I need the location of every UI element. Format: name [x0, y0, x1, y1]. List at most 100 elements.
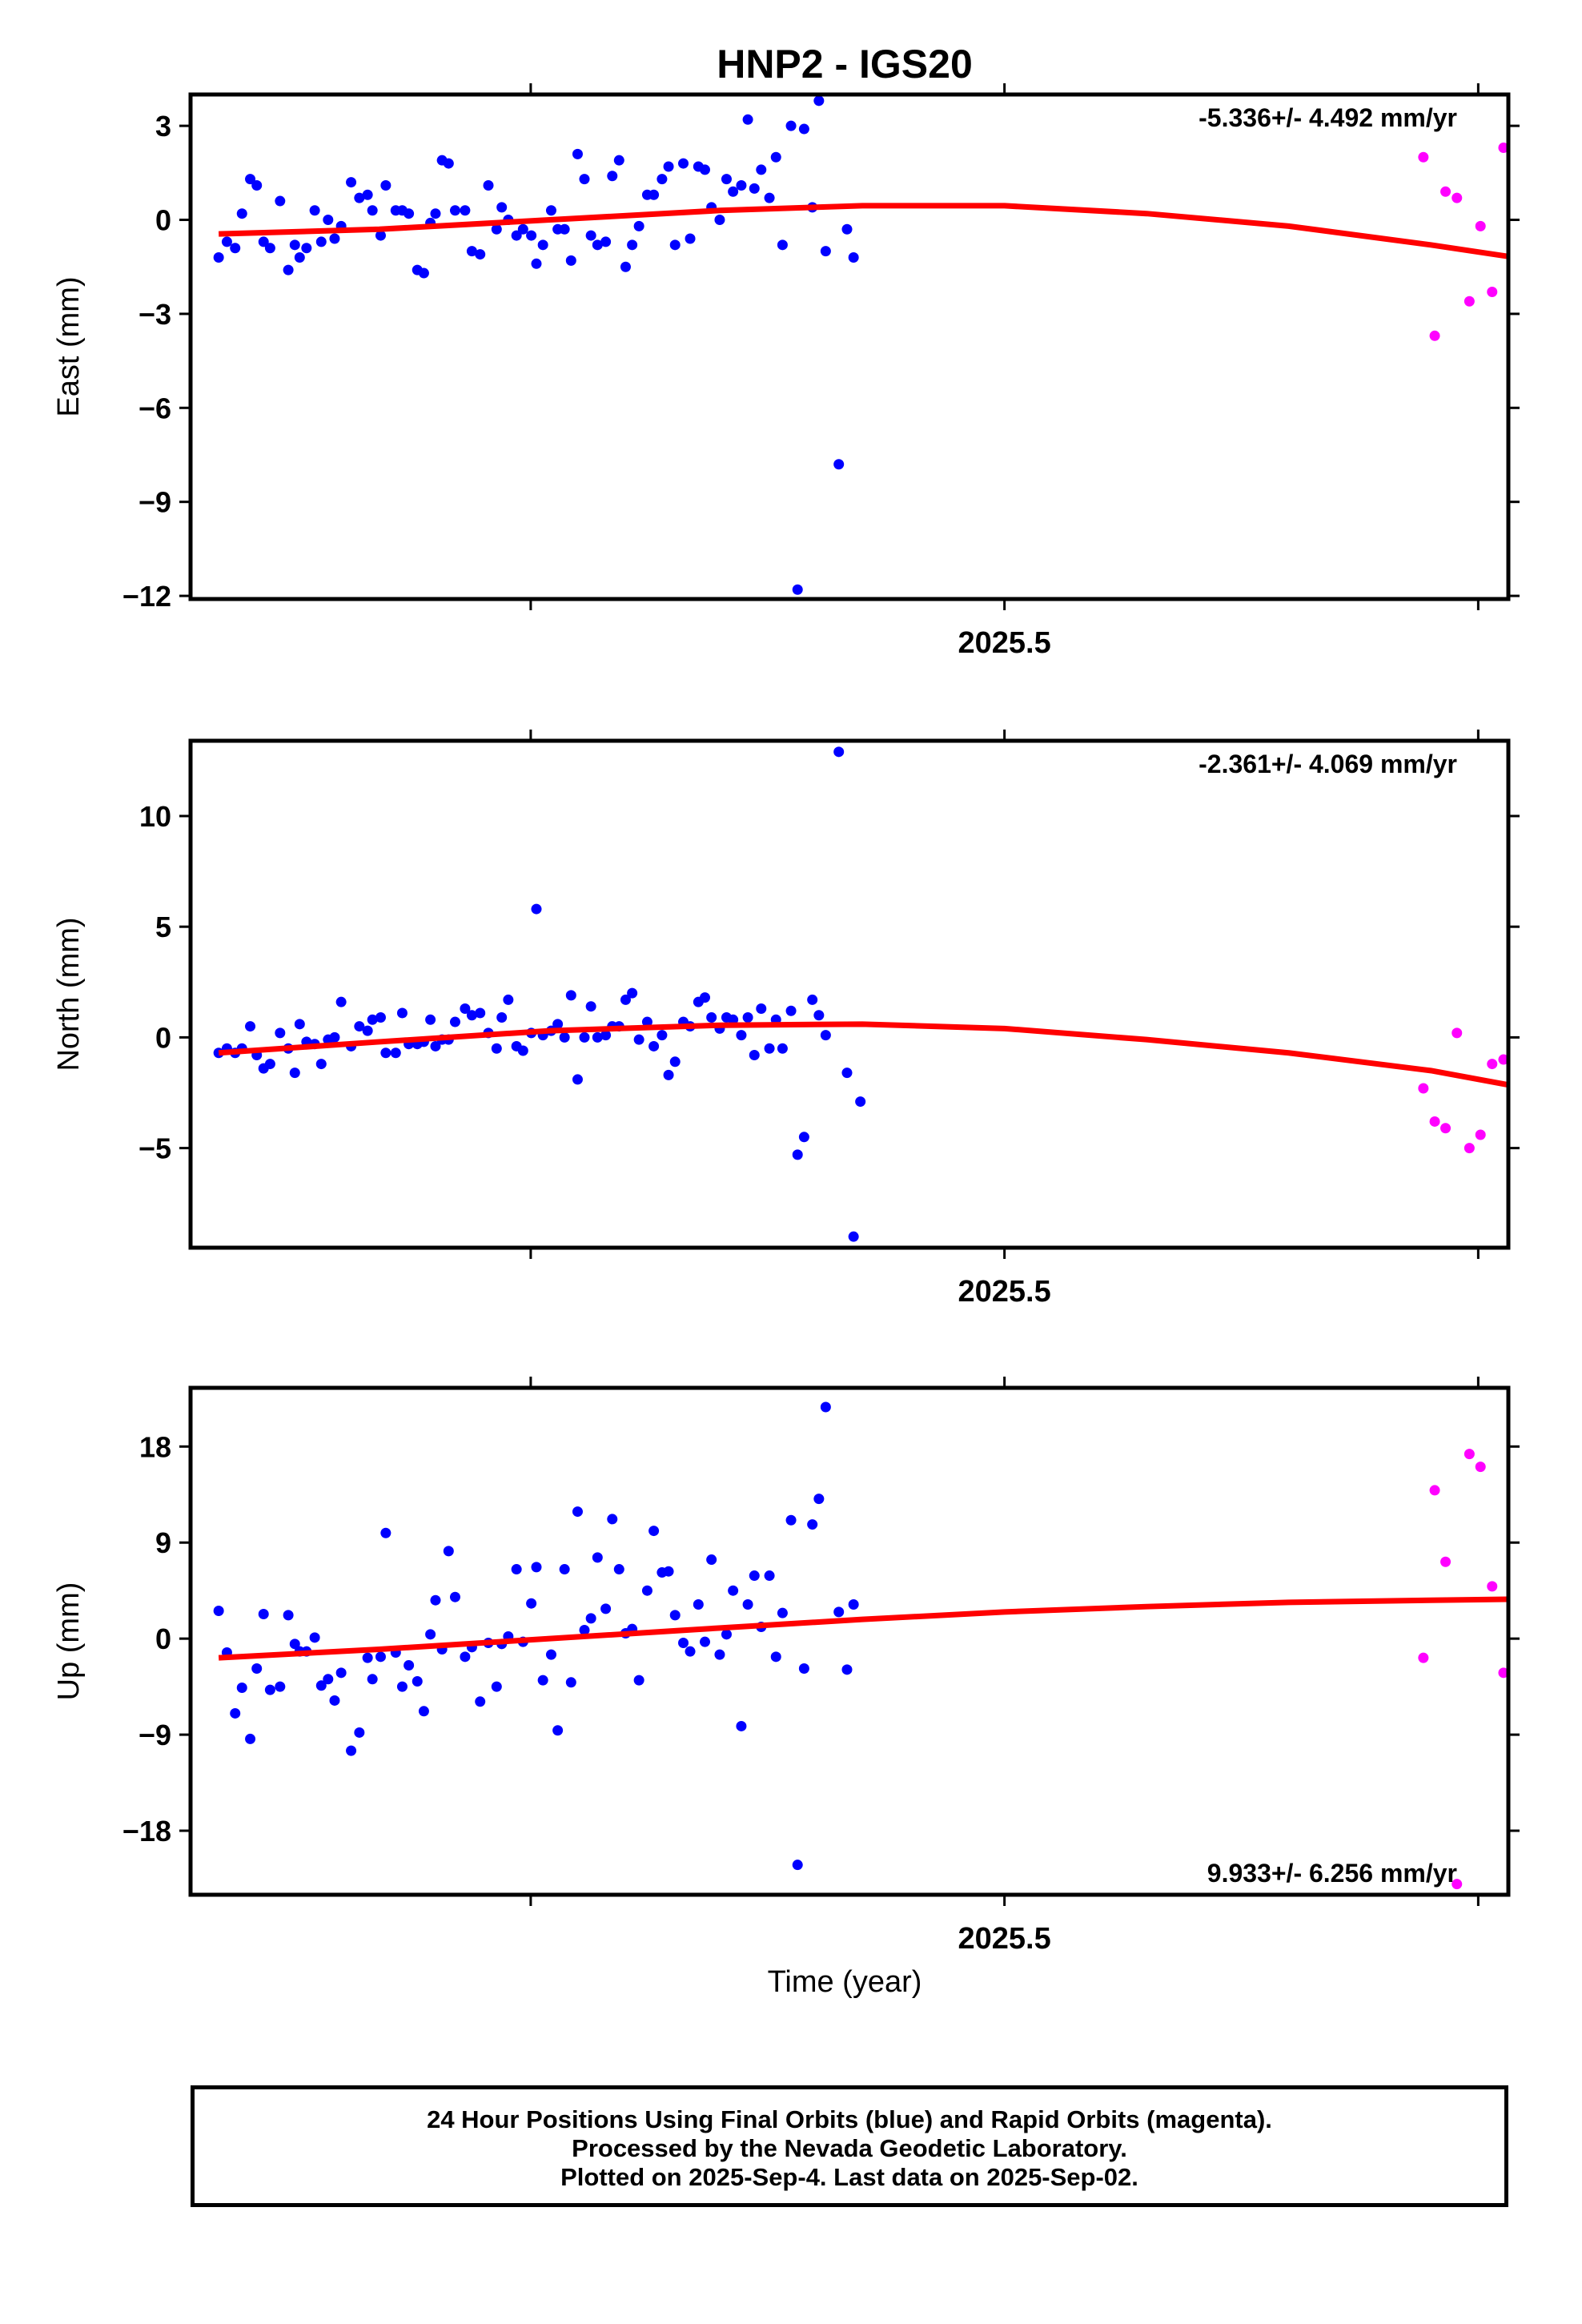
x-tick-label: 2025.5 [958, 626, 1051, 660]
final-orbit-point [600, 1030, 612, 1041]
final-orbit-point [756, 164, 767, 175]
y-tick-label: 0 [155, 204, 171, 237]
final-orbit-point [565, 1677, 576, 1688]
final-orbit-point [678, 1637, 689, 1648]
final-orbit-point [600, 236, 612, 247]
rapid-orbit-point [1418, 151, 1429, 163]
final-orbit-point [572, 1074, 583, 1085]
final-orbit-point [537, 239, 548, 251]
final-orbit-point [706, 1012, 717, 1023]
final-orbit-point [526, 1598, 537, 1609]
final-orbit-point [785, 120, 797, 131]
final-orbit-point [475, 1696, 486, 1707]
final-orbit-point [335, 996, 347, 1007]
final-orbit-point [777, 239, 788, 251]
y-tick-label: −12 [122, 580, 171, 613]
final-orbit-point [221, 236, 232, 247]
rapid-orbit-point [1498, 1667, 1508, 1679]
final-orbit-point [258, 236, 269, 247]
final-orbit-point [627, 987, 638, 999]
final-orbit-point [230, 243, 241, 254]
final-orbit-point [600, 1603, 612, 1614]
final-orbit-point [627, 239, 638, 251]
final-orbit-point [323, 1674, 334, 1685]
final-orbit-point [620, 261, 631, 272]
final-orbit-point [283, 264, 294, 275]
final-orbit-point [792, 1860, 803, 1871]
final-orbit-point [390, 1047, 401, 1059]
final-orbit-point [251, 179, 263, 191]
final-orbit-point [354, 1021, 365, 1032]
rapid-orbit-point [1475, 1129, 1486, 1140]
final-orbit-point [792, 584, 803, 595]
final-orbit-point [572, 148, 583, 159]
final-orbit-point [380, 1527, 391, 1538]
final-orbit-point [777, 1043, 788, 1054]
final-orbit-point [607, 1514, 618, 1525]
final-orbit-point [362, 1652, 373, 1663]
y-tick-label: 0 [155, 1622, 171, 1655]
final-orbit-point [466, 1010, 477, 1021]
final-orbit-point [736, 1720, 747, 1731]
final-orbit-point [813, 1494, 825, 1505]
final-orbit-point [714, 215, 725, 226]
final-orbit-point [559, 1031, 570, 1043]
final-orbit-point [663, 1566, 674, 1577]
final-orbit-point [213, 1606, 224, 1617]
final-orbit-point [275, 195, 286, 207]
rapid-orbit-point [1418, 1652, 1429, 1663]
final-orbit-point [749, 1570, 760, 1582]
panel-data [213, 95, 1508, 595]
final-orbit-point [798, 1663, 809, 1674]
final-orbit-point [367, 205, 378, 216]
final-orbit-point [425, 1629, 436, 1640]
final-orbit-point [251, 1663, 263, 1674]
trend-fit-line [219, 203, 1508, 259]
final-orbit-point [820, 1030, 831, 1041]
final-orbit-point [491, 1043, 502, 1054]
chart-title: HNP2 - IGS20 [717, 42, 973, 86]
final-orbit-point [460, 205, 471, 216]
final-orbit-point [283, 1610, 294, 1621]
rate-annotation: -2.361+/- 4.069 mm/yr [1199, 750, 1457, 778]
final-orbit-point [236, 208, 247, 219]
final-orbit-point [404, 1659, 415, 1671]
y-tick-label: −6 [139, 392, 171, 424]
final-orbit-point [301, 243, 312, 254]
final-orbit-point [545, 205, 556, 216]
rapid-orbit-point [1498, 143, 1508, 154]
rate-annotation: -5.336+/- 4.492 mm/yr [1199, 103, 1457, 132]
final-orbit-point [663, 1069, 674, 1080]
final-orbit-point [315, 1680, 327, 1691]
final-orbit-point [579, 174, 590, 185]
final-orbit-point [380, 1047, 391, 1059]
y-tick-label: −18 [122, 1815, 171, 1848]
final-orbit-point [230, 1707, 241, 1719]
final-orbit-point [565, 255, 576, 266]
y-tick-label: −9 [139, 1719, 171, 1751]
final-orbit-point [354, 1727, 365, 1738]
panel-1: 3 0 −3 −6 −9 −12 2025.5 East (mm) -5.336+/- 4.49… [52, 83, 1520, 660]
final-orbit-point [620, 994, 631, 1005]
final-orbit-point [323, 215, 334, 226]
final-orbit-point [367, 1014, 378, 1025]
final-orbit-point [833, 459, 845, 470]
final-orbit-point [669, 1610, 681, 1621]
final-orbit-point [728, 186, 739, 197]
final-orbit-point [449, 1016, 460, 1027]
final-orbit-point [749, 183, 760, 194]
rapid-orbit-point [1429, 330, 1440, 341]
rapid-orbit-point [1510, 1503, 1520, 1514]
final-orbit-point [663, 161, 674, 172]
y-tick-label: −3 [139, 298, 171, 331]
final-orbit-point [813, 95, 825, 107]
final-orbit-point [736, 179, 747, 191]
final-orbit-point [742, 1012, 753, 1023]
x-axis-label: Time (year) [768, 1965, 922, 1999]
final-orbit-point [531, 1562, 542, 1573]
final-orbit-point [294, 1019, 305, 1030]
final-orbit-point [592, 1552, 603, 1563]
rapid-orbit-point [1440, 1123, 1452, 1134]
final-orbit-point [613, 1564, 624, 1575]
